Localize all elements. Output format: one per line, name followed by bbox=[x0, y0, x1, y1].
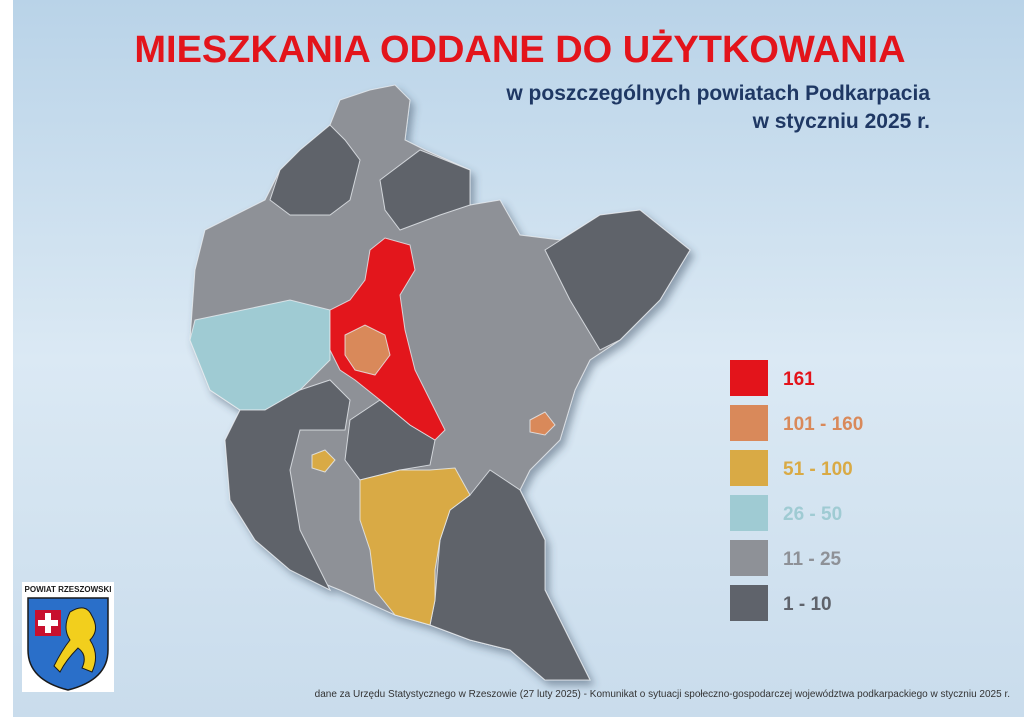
left-strip bbox=[0, 0, 13, 717]
legend-swatch bbox=[730, 585, 768, 621]
map bbox=[189, 84, 691, 681]
legend: 161 101 - 160 51 - 100 26 - 50 11 - 25 1 - 10 bbox=[730, 360, 863, 621]
county bbox=[329, 237, 446, 441]
county bbox=[429, 469, 591, 681]
legend-label: 101 - 160 bbox=[783, 414, 863, 435]
county bbox=[344, 324, 391, 376]
cross bbox=[38, 613, 58, 633]
legend-swatch bbox=[730, 405, 768, 441]
legend-label: 26 - 50 bbox=[783, 504, 842, 525]
county bbox=[544, 209, 691, 351]
legend-label: 51 - 100 bbox=[783, 459, 853, 480]
subtitle: w poszczególnych powiatach Podkarpacia bbox=[505, 82, 930, 105]
legend-label: 1 - 10 bbox=[783, 594, 832, 615]
title: MIESZKANIA ODDANE DO UŻYTKOWANIA bbox=[134, 29, 905, 71]
logo-label: POWIAT RZESZOWSKI bbox=[25, 585, 112, 594]
legend-swatch bbox=[730, 450, 768, 486]
logo: POWIAT RZESZOWSKI bbox=[22, 582, 114, 692]
legend-swatch bbox=[730, 540, 768, 576]
legend-swatch bbox=[730, 360, 768, 396]
county bbox=[269, 124, 361, 216]
subtitle: w styczniu 2025 r. bbox=[752, 110, 930, 133]
county bbox=[311, 449, 336, 473]
legend-label: 161 bbox=[783, 369, 815, 390]
lion bbox=[53, 607, 96, 673]
county bbox=[529, 411, 556, 436]
legend-label: 11 - 25 bbox=[783, 549, 842, 570]
county bbox=[224, 379, 351, 592]
legend-swatch bbox=[730, 495, 768, 531]
source-note: dane za Urzędu Statystycznego w Rzeszowi… bbox=[315, 689, 1010, 700]
county bbox=[379, 149, 471, 231]
county bbox=[359, 467, 471, 626]
